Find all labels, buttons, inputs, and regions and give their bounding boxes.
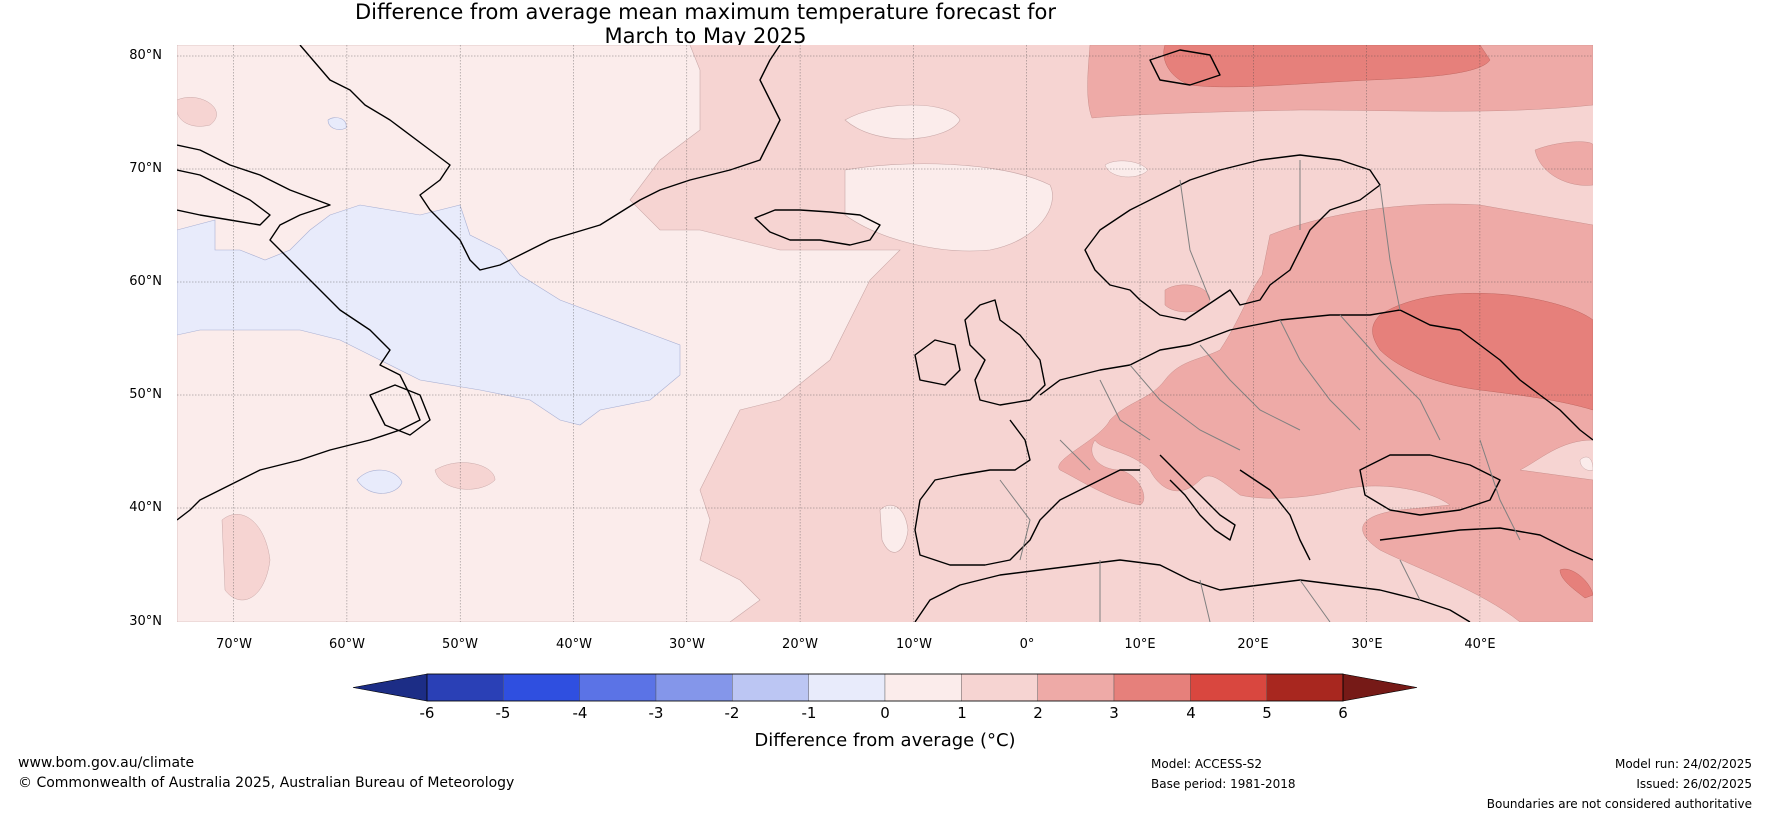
colorbar — [352, 673, 1418, 702]
anomaly-shading — [177, 45, 1593, 622]
chart-title: Difference from average mean maximum tem… — [0, 0, 1411, 48]
coastlines — [177, 45, 1593, 622]
shading-0to1-eastern-small — [1104, 160, 1593, 471]
title-line-1: Difference from average mean maximum tem… — [355, 0, 1056, 24]
continental-europe-coast — [1039, 309, 1593, 441]
lat-label: 30°N — [129, 614, 162, 629]
lat-label: 60°N — [129, 274, 162, 289]
lon-label: 70°W — [216, 637, 252, 652]
colorbar-label: Difference from average (°C) — [754, 730, 1016, 751]
colorbar-swatch — [732, 673, 809, 702]
lon-label: 10°E — [1124, 637, 1156, 652]
shading-3to4-caucasus — [1559, 568, 1593, 599]
website-link[interactable]: www.bom.gov.au/climate — [18, 755, 195, 771]
scandinavia-coast — [1084, 154, 1381, 321]
colorbar-extend-low — [352, 673, 428, 702]
colorbar-tick: -4 — [572, 704, 588, 722]
baffin-island-coast — [177, 169, 271, 226]
lat-label: 40°N — [129, 500, 162, 515]
colorbar-swatch — [884, 673, 962, 702]
shading-neg1to0-small — [327, 117, 403, 494]
shading-2to3-north-sea — [1164, 284, 1211, 313]
lon-label: 30°E — [1351, 637, 1383, 652]
gridlines — [177, 45, 1593, 622]
lon-label: 10°W — [896, 637, 932, 652]
iberia-coast — [914, 419, 1140, 566]
colorbar-extend-high — [1342, 673, 1418, 702]
colorbar-tick: -3 — [648, 704, 664, 722]
shading-3to4-russia — [1372, 292, 1593, 411]
shading-0to1-nordic — [844, 163, 1053, 252]
shading-0to1-island-north — [844, 104, 961, 140]
colorbar-swatch — [1190, 673, 1267, 702]
lon-label: 30°W — [669, 637, 705, 652]
lon-label: 50°W — [442, 637, 478, 652]
black-sea-coast — [1359, 454, 1501, 516]
britain-coast — [964, 299, 1046, 406]
colorbar-swatch — [961, 673, 1038, 702]
colorbar-swatch — [1037, 673, 1115, 702]
colorbar-tick: -1 — [801, 704, 817, 722]
lat-label: 70°N — [129, 161, 162, 176]
colorbar-tick: -2 — [724, 704, 740, 722]
shading-0to1-iberia — [879, 505, 909, 553]
africa-coast — [914, 559, 1471, 622]
colorbar-tick: 5 — [1262, 704, 1272, 722]
colorbar-swatch — [808, 673, 886, 702]
lat-label: 50°N — [129, 387, 162, 402]
lat-label: 80°N — [129, 48, 162, 63]
title-line-2: March to May 2025 — [604, 24, 807, 48]
lon-label: 60°W — [329, 637, 365, 652]
colorbar-tick: 4 — [1186, 704, 1196, 722]
lon-label: 40°E — [1464, 637, 1496, 652]
italy-balkans-coast — [1159, 454, 1311, 561]
issued-text: Issued: 26/02/2025 — [1636, 777, 1752, 791]
greenland-coast — [299, 45, 781, 271]
colorbar-tick: -5 — [495, 704, 511, 722]
copyright-text: © Commonwealth of Australia 2025, Austra… — [18, 775, 515, 791]
svalbard-coast — [1149, 49, 1221, 86]
model-text: Model: ACCESS-S2 — [1151, 757, 1263, 771]
colorbar-tick: 3 — [1109, 704, 1119, 722]
anatolia-middle-east-coast — [1379, 527, 1593, 561]
colorbar-tick: 6 — [1338, 704, 1348, 722]
base-period-text: Base period: 1981-2018 — [1151, 777, 1296, 791]
colorbar-tick: 2 — [1033, 704, 1043, 722]
colorbar-frame — [426, 673, 1344, 702]
colorbar-swatch — [1113, 673, 1191, 702]
newfoundland-coast — [369, 384, 431, 436]
lon-label: 20°E — [1237, 637, 1269, 652]
lon-label: 20°W — [782, 637, 818, 652]
disclaimer-text: Boundaries are not considered authoritat… — [1486, 797, 1752, 811]
shading-3to4-arctic — [1163, 45, 1491, 88]
colorbar-swatch — [1266, 673, 1344, 702]
colorbar-swatch — [655, 673, 733, 702]
lon-label: 40°W — [556, 637, 592, 652]
colorbar-tick: -6 — [419, 704, 435, 722]
colorbar-tick: 1 — [957, 704, 967, 722]
colorbar-swatch — [426, 673, 504, 702]
model-run-text: Model run: 24/02/2025 — [1614, 757, 1752, 771]
shading-1to2-greenland-sea — [177, 97, 217, 127]
lon-label: 0° — [1019, 637, 1035, 652]
iceland-coast — [754, 209, 881, 246]
ireland-coast — [914, 339, 961, 386]
colorbar-swatch — [579, 673, 657, 702]
colorbar-tick: 0 — [880, 704, 890, 722]
shading-neg1to0-labrador — [177, 204, 681, 426]
canada-coast — [177, 144, 421, 521]
colorbar-swatch — [503, 673, 580, 702]
